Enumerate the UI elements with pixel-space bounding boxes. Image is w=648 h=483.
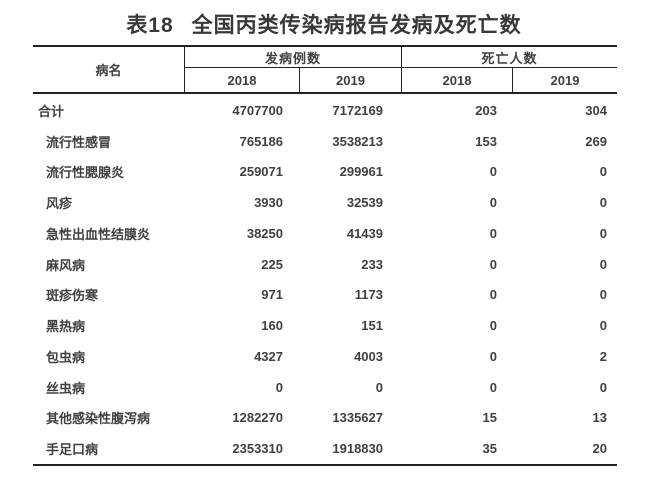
cases-2019: 0 xyxy=(375,379,383,395)
table-title: 表18 全国丙类传染病报告发病及死亡数 xyxy=(0,9,648,39)
deaths-2019: 0 xyxy=(599,287,607,303)
table-row: 黑热病 160 151 0 0 xyxy=(33,310,617,341)
deaths-2018: 0 xyxy=(489,195,497,211)
cases-2018: 971 xyxy=(261,287,283,303)
table-body: 合计 4707700 7172169 203 304 流行性感冒 765186 … xyxy=(33,94,617,464)
table-row: 急性出血性结膜炎 38250 41439 0 0 xyxy=(33,218,617,249)
cases-2019: 3538213 xyxy=(332,133,383,149)
deaths-2018: 35 xyxy=(482,441,497,457)
deaths-2019: 0 xyxy=(599,164,607,180)
cases-2018: 160 xyxy=(261,318,283,334)
cases-2019: 233 xyxy=(361,256,383,272)
cases-2019: 41439 xyxy=(346,225,383,241)
row-name: 其他感染性腹泻病 xyxy=(46,411,151,427)
deaths-2019: 0 xyxy=(599,195,607,211)
deaths-2019: 0 xyxy=(599,256,607,272)
deaths-2018: 15 xyxy=(482,410,497,426)
header-year-cases-2019: 2019 xyxy=(300,68,402,92)
cases-2019: 151 xyxy=(361,318,383,334)
row-name: 麻风病 xyxy=(46,257,86,273)
deaths-2019: 269 xyxy=(585,133,607,149)
cases-2018: 225 xyxy=(261,256,283,272)
table-row: 麻风病 225 233 0 0 xyxy=(33,249,617,280)
table-row: 风疹 3930 32539 0 0 xyxy=(33,187,617,218)
deaths-2018: 203 xyxy=(475,102,497,118)
cases-2019: 7172169 xyxy=(332,102,383,118)
row-name: 黑热病 xyxy=(46,319,86,335)
table-number: 表18 xyxy=(126,14,174,37)
cases-2018: 0 xyxy=(275,379,283,395)
title-text: 全国丙类传染病报告发病及死亡数 xyxy=(191,14,522,37)
cases-2019: 1335627 xyxy=(332,410,383,426)
deaths-2019: 13 xyxy=(592,410,607,426)
deaths-2018: 0 xyxy=(489,287,497,303)
deaths-2018: 0 xyxy=(489,348,497,364)
deaths-2018: 0 xyxy=(489,256,497,272)
cases-2019: 4003 xyxy=(354,348,383,364)
cases-2018: 765186 xyxy=(239,133,283,149)
disease-statistics-table: 病名 发病例数 死亡人数 2018 2019 2018 2019 合计 4707… xyxy=(33,45,617,466)
row-name: 急性出血性结膜炎 xyxy=(46,226,151,242)
row-name: 流行性感冒 xyxy=(46,134,112,150)
cases-2019: 32539 xyxy=(346,195,383,211)
deaths-2019: 0 xyxy=(599,379,607,395)
cases-2019: 299961 xyxy=(339,164,383,180)
table-row: 流行性腮腺炎 259071 299961 0 0 xyxy=(33,157,617,188)
table-row: 其他感染性腹泻病 1282270 1335627 15 13 xyxy=(33,403,617,434)
deaths-2018: 0 xyxy=(489,379,497,395)
deaths-2019: 0 xyxy=(599,225,607,241)
row-name: 风疹 xyxy=(46,196,73,212)
cases-2018: 4327 xyxy=(254,348,283,364)
cases-2018: 3930 xyxy=(254,195,283,211)
table-row: 包虫病 4327 4003 0 2 xyxy=(33,341,617,372)
cases-2018: 4707700 xyxy=(232,102,283,118)
header-deaths-group: 死亡人数 xyxy=(402,47,617,68)
cases-2019: 1173 xyxy=(354,287,383,303)
row-name: 手足口病 xyxy=(46,442,99,458)
deaths-2019: 304 xyxy=(585,102,607,118)
header-year-deaths-2018: 2018 xyxy=(402,68,513,92)
cases-2019: 1918830 xyxy=(332,441,383,457)
table-row-total: 合计 4707700 7172169 203 304 xyxy=(33,95,617,126)
deaths-2018: 153 xyxy=(475,133,497,149)
row-name: 流行性腮腺炎 xyxy=(46,165,125,181)
cases-2018: 1282270 xyxy=(232,410,283,426)
table-row: 流行性感冒 765186 3538213 153 269 xyxy=(33,126,617,157)
deaths-2019: 20 xyxy=(592,441,607,457)
row-name: 斑疹伤寒 xyxy=(46,288,99,304)
table-header: 病名 发病例数 死亡人数 2018 2019 2018 2019 xyxy=(33,47,617,94)
cases-2018: 38250 xyxy=(246,225,283,241)
deaths-2018: 0 xyxy=(489,225,497,241)
cases-2018: 259071 xyxy=(239,164,283,180)
row-name: 丝虫病 xyxy=(46,380,86,396)
table-row: 丝虫病 0 0 0 0 xyxy=(33,372,617,403)
deaths-2018: 0 xyxy=(489,164,497,180)
header-year-deaths-2019: 2019 xyxy=(550,72,580,88)
deaths-2019: 2 xyxy=(599,348,607,364)
header-year-cases-2018: 2018 xyxy=(185,68,300,92)
table-row: 斑疹伤寒 971 1173 0 0 xyxy=(33,280,617,311)
row-name: 合计 xyxy=(38,103,65,119)
cases-2018: 2353310 xyxy=(232,441,283,457)
deaths-2018: 0 xyxy=(489,318,497,334)
header-disease-name: 病名 xyxy=(33,47,185,92)
deaths-2019: 0 xyxy=(599,318,607,334)
row-name: 包虫病 xyxy=(46,349,86,365)
header-cases-group: 发病例数 xyxy=(185,47,402,68)
table-row: 手足口病 2353310 1918830 35 20 xyxy=(33,433,617,464)
